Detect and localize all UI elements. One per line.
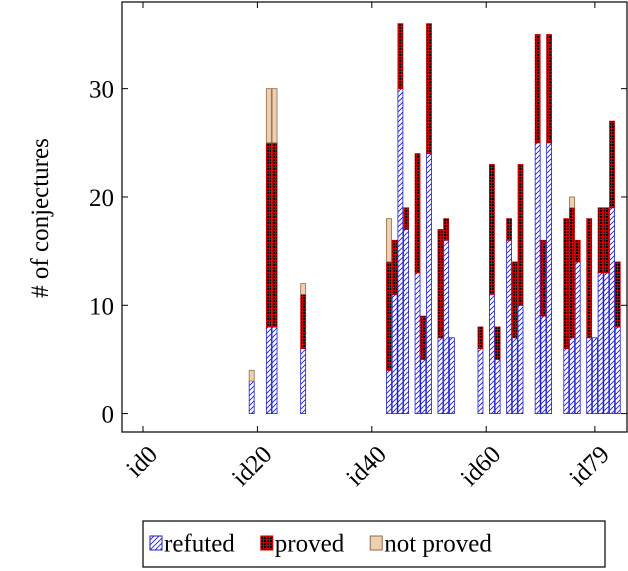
y-tick-label: 30 (89, 77, 114, 104)
bar-segment (437, 337, 444, 414)
bar-segment (603, 272, 610, 414)
bar-segment (477, 326, 484, 349)
x-tick-label: id40 (341, 441, 392, 492)
bar-segment (517, 304, 524, 414)
y-axis-label: # of conjectures (27, 138, 54, 298)
bar-segment (597, 272, 604, 414)
y-tick-label: 10 (89, 293, 114, 320)
legend-swatch (149, 535, 163, 551)
bar-segment (248, 369, 255, 382)
x-tick-label: id0 (121, 441, 163, 483)
bar-segment (569, 196, 575, 209)
legend-swatch (369, 535, 383, 551)
bar-segment (265, 326, 272, 414)
legend: refuted proved not proved (142, 520, 606, 568)
bar-segment (300, 348, 307, 414)
bar-segment (540, 239, 547, 317)
bar-segment (534, 34, 541, 144)
bar-segment (546, 34, 553, 144)
bar-segment (563, 348, 570, 414)
bar-segment (386, 369, 392, 414)
bar-segment (609, 207, 615, 414)
bar-segment (489, 294, 495, 414)
bar-segment (300, 283, 307, 295)
bar-segment (391, 294, 398, 414)
bar-segment (506, 239, 512, 414)
bar-segment (437, 229, 444, 339)
bar-segment (265, 142, 272, 328)
bar-segment (494, 326, 501, 360)
bar-segment (397, 23, 404, 90)
bar-segment (534, 142, 541, 414)
bar-segment (574, 239, 581, 263)
legend-label: refuted (164, 531, 235, 558)
bar-segment (403, 229, 410, 414)
bar-segment (511, 337, 518, 414)
bar-segment (574, 261, 581, 414)
y-tick-label: 0 (102, 402, 115, 429)
bar-segment (271, 326, 278, 414)
legend-swatch (260, 535, 274, 551)
bar-segment (248, 380, 255, 414)
bar-segment (414, 272, 421, 414)
x-tick-label: id79 (564, 441, 615, 492)
bar-segment (546, 142, 553, 414)
bar-segment (403, 207, 410, 230)
bar-segment (477, 348, 484, 414)
x-tick-label: id20 (227, 441, 278, 492)
bar-segment (271, 142, 278, 328)
bar-segment (426, 23, 432, 155)
bar-segment (443, 239, 450, 414)
y-tick-label: 20 (89, 185, 114, 212)
bar-segment (517, 164, 524, 306)
bar-segment (506, 218, 512, 241)
bar-segment (443, 218, 450, 241)
legend-label: proved (275, 531, 345, 558)
bar-segment (386, 218, 392, 263)
bar-segment (603, 207, 610, 274)
bar-segment (265, 88, 272, 144)
bar-segment (420, 359, 427, 414)
bar-segment (614, 261, 621, 328)
bar-segment (586, 337, 593, 414)
bar-segment (271, 88, 278, 144)
bar-segment (569, 207, 575, 339)
bar-segment (489, 164, 495, 295)
bar-segment (569, 337, 575, 414)
bar-segment (420, 315, 427, 360)
bar-segment (386, 261, 392, 371)
bar-segment (397, 88, 404, 414)
legend-label: not proved (384, 531, 492, 558)
bar-segment (448, 337, 455, 414)
bar-segment (391, 239, 398, 295)
bar-segment (609, 120, 615, 209)
plot-frame (121, 1, 628, 433)
bar-segment (494, 359, 501, 414)
bar-segment (414, 153, 421, 274)
bar-segment (597, 207, 604, 274)
bar-segment (563, 218, 570, 349)
bar-segment (426, 153, 432, 414)
bar-segment (300, 294, 307, 349)
x-tick-label: id60 (456, 441, 507, 492)
bar-segment (586, 218, 593, 339)
bar-segment (511, 261, 518, 339)
bar-segment (591, 337, 598, 414)
bar-segment (614, 326, 621, 414)
bar-segment (540, 315, 547, 414)
